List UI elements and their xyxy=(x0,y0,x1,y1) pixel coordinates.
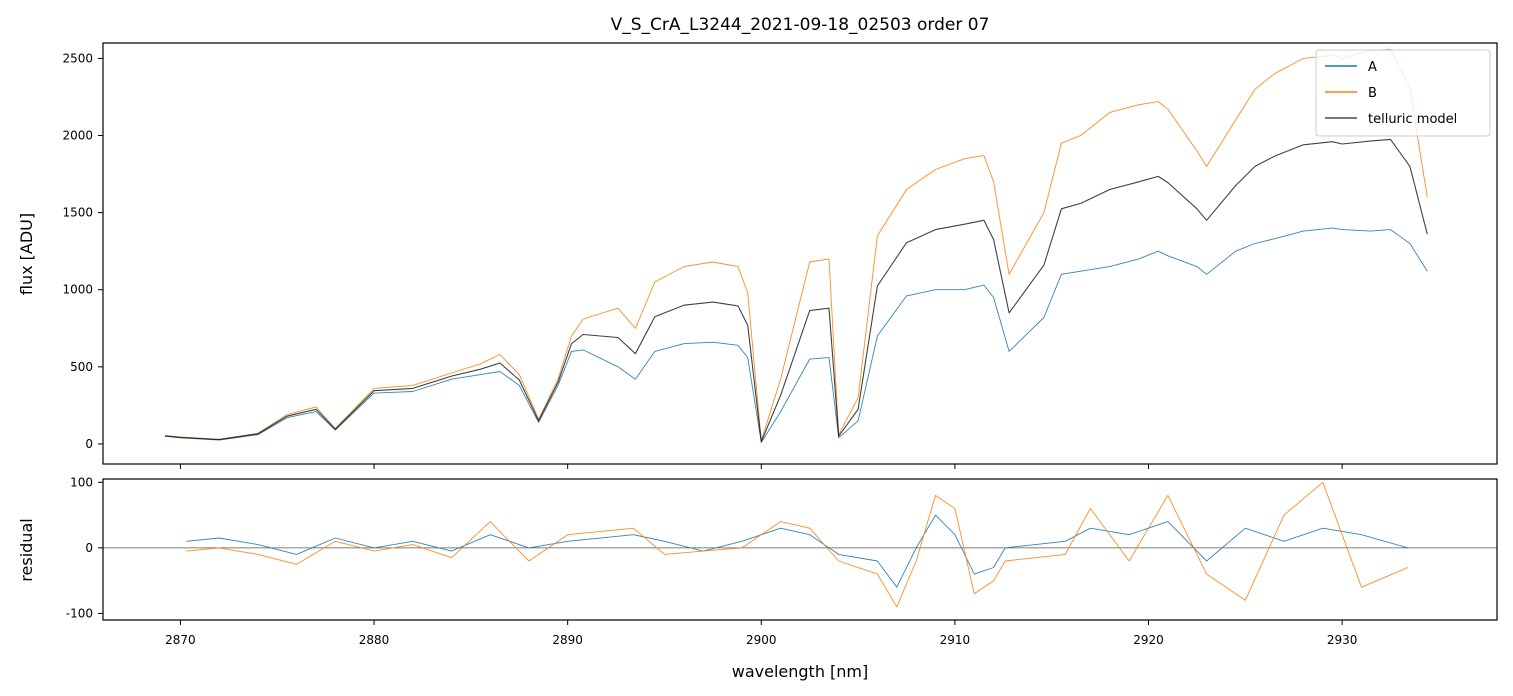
legend: A B telluric model xyxy=(1315,49,1491,137)
flux-axis-ticks: 0 500 1000 1500 2000 2500 xyxy=(62,51,1343,469)
residual-series-b xyxy=(186,481,1409,608)
flux-panel: V_S_CrA_L3244_2021-09-18_02503 order 07 … xyxy=(17,15,1498,469)
flux-y-tick-label: 2500 xyxy=(62,51,93,65)
residual-y-tick-label: 0 xyxy=(85,541,93,555)
residual-x-tick-label: 2870 xyxy=(165,633,196,647)
residual-x-tick-label: 2910 xyxy=(940,633,971,647)
legend-label-telluric: telluric model xyxy=(1368,112,1457,127)
flux-series-a xyxy=(164,227,1428,443)
legend-box xyxy=(1315,49,1491,137)
residual-y-tick-label: 100 xyxy=(70,475,93,489)
residual-x-tick-label: 2900 xyxy=(746,633,777,647)
residual-x-tick-label: 2890 xyxy=(552,633,583,647)
residual-plot-frame xyxy=(102,478,1498,621)
flux-series-b xyxy=(164,48,1428,442)
chart-title: V_S_CrA_L3244_2021-09-18_02503 order 07 xyxy=(611,15,990,35)
flux-y-tick-label: 0 xyxy=(85,437,93,451)
legend-label-a: A xyxy=(1368,60,1377,75)
residual-x-tick-label: 2930 xyxy=(1327,633,1358,647)
residual-panel: 2870 2880 2890 2900 2910 2920 2930 -100 0 100 res… xyxy=(17,475,1498,681)
residual-series xyxy=(103,481,1497,608)
legend-label-b: B xyxy=(1368,86,1377,101)
x-axis-label: wavelength [nm] xyxy=(732,662,869,681)
flux-series xyxy=(164,48,1428,443)
flux-y-tick-label: 1500 xyxy=(62,206,93,220)
residual-x-tick-label: 2920 xyxy=(1133,633,1164,647)
flux-y-tick-label: 500 xyxy=(70,360,93,374)
residual-y-axis-label: residual xyxy=(17,518,36,581)
residual-x-tick-label: 2880 xyxy=(359,633,390,647)
flux-y-tick-label: 1000 xyxy=(62,283,93,297)
flux-plot-frame xyxy=(102,42,1498,465)
flux-y-axis-label: flux [ADU] xyxy=(17,213,36,295)
flux-y-tick-label: 2000 xyxy=(62,129,93,143)
residual-y-tick-label: -100 xyxy=(66,606,93,620)
flux-series-telluric-model xyxy=(164,138,1428,443)
residual-series-a xyxy=(186,514,1409,588)
residual-axis-ticks: 2870 2880 2890 2900 2910 2920 2930 -100 0 100 xyxy=(66,475,1358,647)
